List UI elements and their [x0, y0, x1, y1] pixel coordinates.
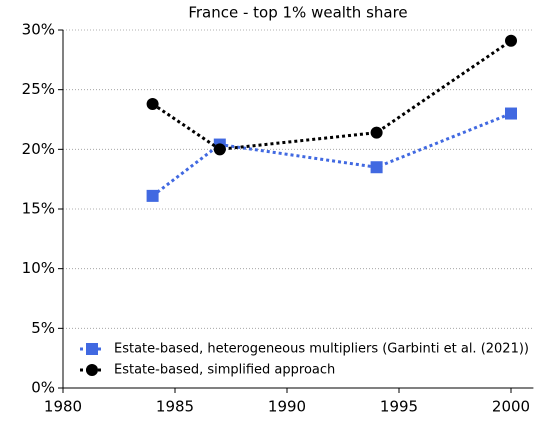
marker [146, 189, 159, 202]
x-tick-label: 1995 [380, 398, 418, 416]
y-tick-label: 20% [22, 140, 55, 158]
marker [505, 34, 517, 47]
legend-marker [86, 364, 98, 376]
legend-marker [86, 343, 98, 355]
legend-label: Estate-based, heterogeneous multipliers … [114, 342, 529, 357]
x-tick-label: 2000 [492, 398, 530, 416]
y-tick-label: 30% [22, 21, 55, 39]
marker [213, 143, 226, 156]
series-line [151, 39, 512, 151]
chart-title: France - top 1% wealth share [188, 4, 407, 22]
y-tick-label: 5% [31, 319, 55, 337]
marker [146, 97, 159, 110]
x-tick-label: 1985 [156, 398, 194, 416]
y-tick-label: 10% [22, 259, 55, 277]
x-tick-label: 1990 [268, 398, 306, 416]
legend-label: Estate-based, simplified approach [114, 363, 335, 378]
y-tick-label: 15% [22, 200, 55, 218]
y-tick-label: 0% [31, 379, 55, 397]
y-tick-label: 25% [22, 80, 55, 98]
marker [505, 107, 517, 120]
marker [370, 126, 383, 139]
x-tick-label: 1980 [44, 398, 82, 416]
marker [370, 161, 383, 174]
series-line [151, 112, 512, 198]
